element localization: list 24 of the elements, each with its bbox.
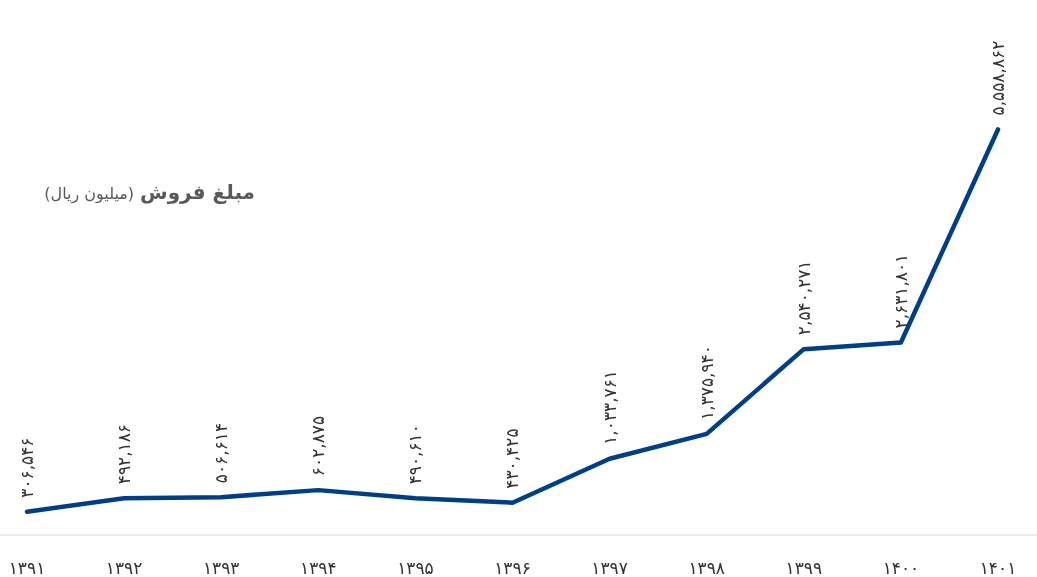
data-label: ۳۰۶,۵۴۶ — [17, 437, 37, 498]
x-tick-label: ۱۴۰۰ — [882, 558, 920, 577]
text: مبلغ فروش — [140, 180, 255, 204]
x-tick-label: ۱۳۹۴ — [300, 558, 337, 577]
x-tick-label: ۱۳۹۳ — [202, 558, 240, 577]
data-label: ۴۳۰,۴۲۵ — [502, 428, 523, 489]
x-tick-label: ۱۳۹۱ — [8, 558, 46, 577]
data-label: ۲,۵۴۰,۲۷۱ — [793, 260, 814, 336]
x-tick-label: ۱۳۹۷ — [591, 558, 628, 577]
data-label: ۲,۶۳۱,۸۰۱ — [890, 253, 911, 329]
x-tick-label: ۱۴۰۱ — [979, 558, 1017, 577]
data-label: ۴۹۰,۶۱۰ — [405, 424, 426, 485]
x-tick-label: ۱۳۹۲ — [105, 558, 143, 577]
data-label: ۱,۳۷۵,۹۴۰ — [696, 345, 717, 420]
data-label: ۵۰۶,۶۱۴ — [211, 422, 232, 484]
data-label: ۴۹۲,۱۸۶ — [114, 423, 135, 485]
text: (میلیون ریال) — [44, 184, 135, 204]
data-label: ۵,۵۵۸,۸۶۲ — [988, 40, 1008, 116]
x-tick-label: ۱۳۹۶ — [494, 558, 531, 577]
data-label: ۶۰۲,۸۷۵ — [308, 415, 329, 477]
x-tick-label: ۱۳۹۸ — [688, 558, 725, 577]
x-tick-label: ۱۳۹۹ — [785, 558, 823, 577]
data-label: ۱,۰۳۳,۷۶۱ — [599, 370, 620, 445]
x-tick-label: ۱۳۹۵ — [397, 558, 434, 577]
